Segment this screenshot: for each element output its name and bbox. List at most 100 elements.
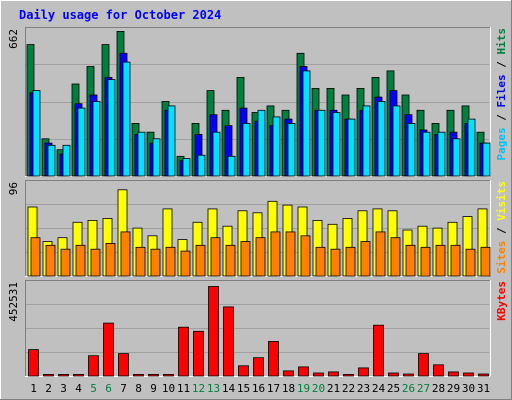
- bar-kbytes-day-1: [28, 349, 39, 377]
- kbytes-label-kbytes: KBytes: [495, 281, 508, 321]
- panel-hits: 662 Pages / Files / Hits: [7, 27, 508, 177]
- bar-pages-day-27: [422, 131, 431, 177]
- x-tick-label: 15: [237, 382, 250, 395]
- x-tick-label: 9: [150, 382, 157, 395]
- x-tick-label: 3: [60, 382, 67, 395]
- bar-kbytes-day-23: [358, 367, 369, 377]
- bar-sites-day-30: [465, 248, 476, 277]
- x-tick-label: 12: [192, 382, 205, 395]
- x-tick-label: 22: [342, 382, 355, 395]
- bar-pages-day-11: [182, 158, 191, 177]
- bar-kbytes-day-11: [178, 326, 189, 377]
- x-tick-label: 14: [222, 382, 236, 395]
- x-tick-label: 5: [90, 382, 97, 395]
- bar-sites-day-12: [195, 244, 206, 277]
- bar-pages-day-31: [482, 142, 491, 177]
- bar-sites-day-21: [330, 248, 341, 277]
- bar-kbytes-day-28: [433, 364, 444, 377]
- hits-label-hits: Hits: [495, 28, 508, 55]
- bar-sites-day-20: [315, 246, 326, 277]
- bar-pages-day-16: [257, 109, 266, 177]
- x-tick-label: 21: [327, 382, 340, 395]
- visits-ymax-label: 96: [7, 182, 20, 195]
- x-tick-label: 6: [105, 382, 112, 395]
- bar-pages-day-7: [122, 61, 131, 177]
- bar-sites-day-10: [165, 246, 176, 277]
- bar-pages-day-25: [392, 105, 401, 177]
- bar-sites-day-14: [225, 244, 236, 277]
- bar-pages-day-17: [272, 116, 281, 177]
- bar-pages-day-9: [152, 138, 161, 177]
- visits-label-visits: Visits: [495, 181, 508, 221]
- bar-kbytes-day-8: [133, 373, 144, 377]
- hits-label-files: Files: [495, 74, 508, 107]
- kbytes-series-kbytes: [28, 286, 489, 377]
- x-tick-label: 31: [477, 382, 490, 395]
- bar-kbytes-day-27: [418, 353, 429, 377]
- x-tick-label: 25: [387, 382, 400, 395]
- bar-sites-day-5: [90, 248, 101, 277]
- x-tick-label: 18: [282, 382, 295, 395]
- x-tick-labels: 1 2 3 4 5 6 7 8 9 10 11 12 13 14 15 16 17 18 19 20 21 22 23 24 2…: [30, 382, 490, 395]
- bar-kbytes-day-16: [253, 357, 264, 377]
- bar-pages-day-30: [467, 118, 476, 177]
- bar-pages-day-23: [362, 105, 371, 177]
- bar-pages-day-15: [242, 123, 251, 177]
- bar-pages-day-8: [137, 131, 146, 177]
- x-tick-label: 10: [162, 382, 175, 395]
- visits-series-label: Sites / Visits: [495, 181, 508, 274]
- bar-kbytes-day-19: [298, 366, 309, 377]
- bar-pages-day-29: [452, 138, 461, 177]
- bar-sites-day-4: [75, 244, 86, 277]
- hits-series-pages: [32, 61, 491, 177]
- bar-sites-day-29: [450, 244, 461, 277]
- kbytes-series-label: KBytes: [495, 281, 508, 321]
- bar-pages-day-6: [107, 79, 116, 177]
- bar-kbytes-day-9: [148, 373, 159, 377]
- bar-kbytes-day-24: [373, 324, 384, 377]
- bar-pages-day-28: [437, 131, 446, 177]
- x-tick-label: 4: [75, 382, 82, 395]
- bar-sites-day-27: [420, 246, 431, 277]
- bar-pages-day-18: [287, 123, 296, 177]
- bar-kbytes-day-4: [73, 373, 84, 377]
- visits-label-sites: Sites: [495, 241, 508, 274]
- x-tick-label: 26: [402, 382, 415, 395]
- hits-label-pages: Pages: [495, 127, 508, 160]
- x-tick-label: 2: [45, 382, 52, 395]
- bar-kbytes-day-18: [283, 370, 294, 377]
- bar-pages-day-14: [227, 155, 236, 177]
- bar-sites-day-8: [135, 246, 146, 277]
- bar-kbytes-day-17: [268, 340, 279, 377]
- visits-label-separator: /: [495, 221, 508, 241]
- bar-kbytes-day-21: [328, 371, 339, 377]
- bar-kbytes-day-30: [463, 372, 474, 377]
- x-tick-label: 7: [120, 382, 127, 395]
- bar-kbytes-day-6: [103, 322, 114, 377]
- hits-label-separator: /: [495, 108, 508, 128]
- x-tick-label: 24: [372, 382, 386, 395]
- x-tick-label: 28: [432, 382, 445, 395]
- hits-label-separator: /: [495, 55, 508, 75]
- bar-sites-day-23: [360, 241, 371, 277]
- bar-pages-day-26: [407, 123, 416, 177]
- x-tick-label: 23: [357, 382, 370, 395]
- x-tick-label: 30: [462, 382, 475, 395]
- x-tick-label: 1: [30, 382, 37, 395]
- x-tick-label: 17: [267, 382, 280, 395]
- bar-sites-day-18: [285, 231, 296, 277]
- bar-kbytes-day-3: [58, 373, 69, 377]
- kbytes-ymax-label: 452531: [7, 282, 20, 322]
- hits-ymax-label: 662: [7, 29, 20, 49]
- bar-kbytes-day-10: [163, 373, 174, 377]
- bar-sites-day-26: [405, 244, 416, 277]
- bar-pages-day-13: [212, 131, 221, 177]
- bar-sites-day-13: [210, 237, 221, 277]
- bar-sites-day-3: [60, 248, 71, 277]
- bar-sites-day-28: [435, 244, 446, 277]
- bar-sites-day-1: [30, 237, 41, 277]
- bar-kbytes-day-2: [43, 373, 54, 377]
- bar-sites-day-17: [270, 231, 281, 277]
- bar-pages-day-20: [317, 109, 326, 177]
